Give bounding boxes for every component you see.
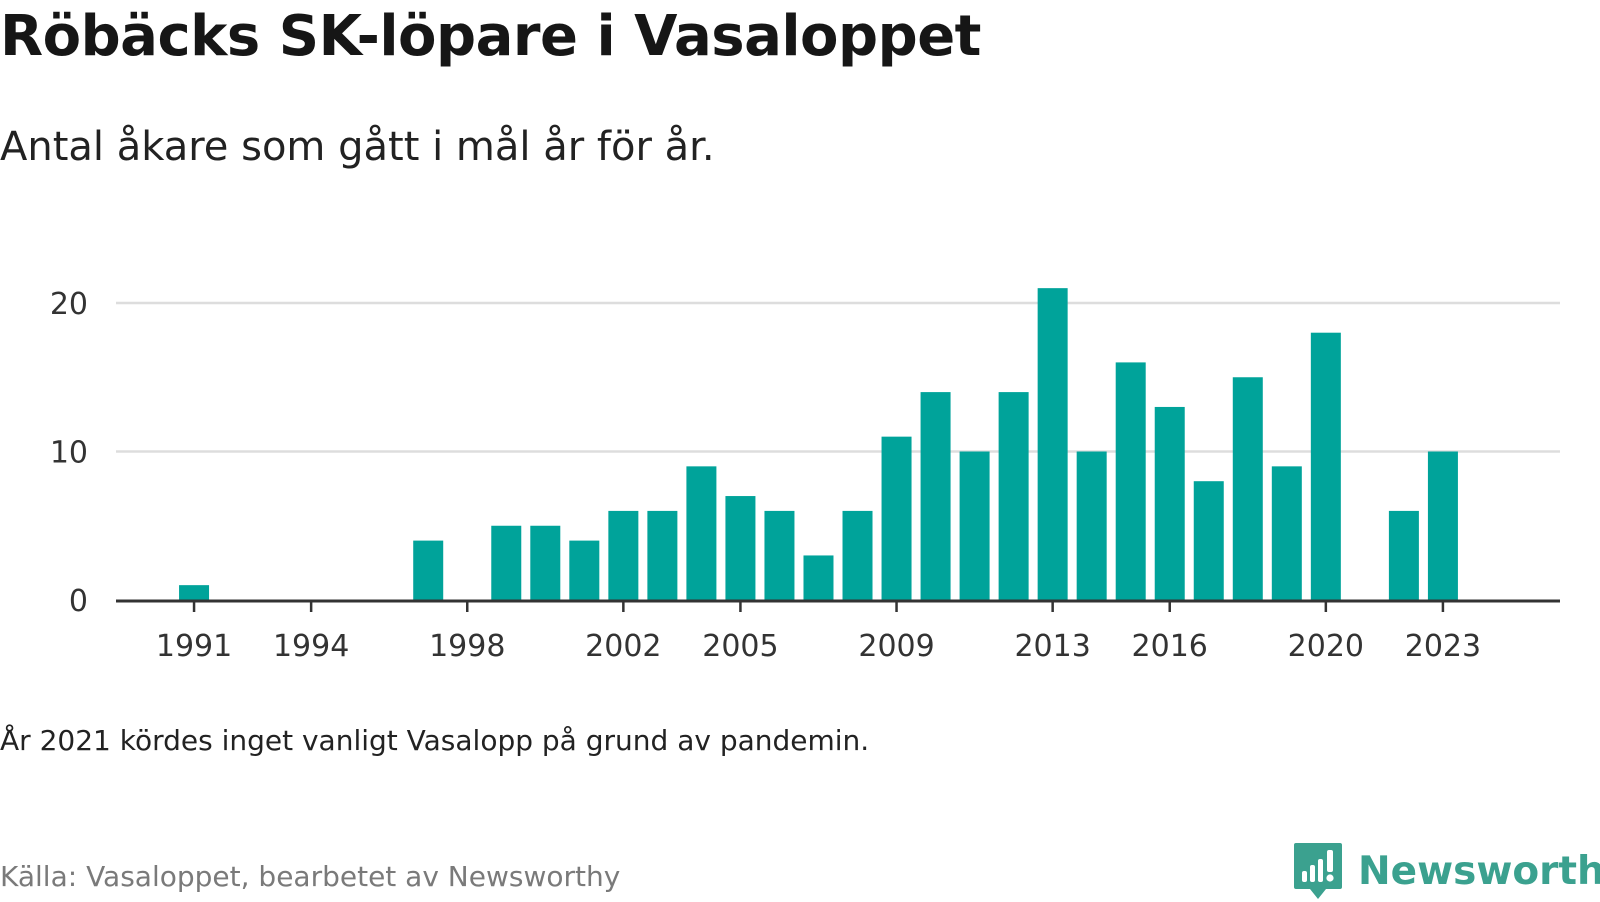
bar-chart: 0 10 20 1991 1994 1998 2002 2005 2009 2013 2016 20…	[0, 230, 1600, 680]
x-tick-label-1991: 1991	[156, 629, 232, 664]
bar-2009	[881, 436, 912, 600]
y-tick-label-10: 10	[50, 436, 88, 471]
bar-2008	[842, 510, 873, 600]
x-tick-label-2013: 2013	[1014, 629, 1090, 664]
bar-2003	[647, 510, 678, 600]
bar-2011	[959, 451, 990, 600]
chart-note: År 2021 kördes inget vanligt Vasalopp på…	[0, 724, 870, 757]
bar-2004	[686, 466, 717, 600]
newsworthy-brand-name: Newsworthy	[1358, 848, 1600, 894]
bar-1999	[491, 525, 522, 600]
gridlines	[116, 301, 1560, 453]
bar-chart-svg: 0 10 20 1991 1994 1998 2002 2005 2009 2013 2016 20…	[50, 287, 1560, 664]
bar-2006	[764, 510, 795, 600]
x-tick-label-2002: 2002	[585, 629, 661, 664]
bar-2013	[1037, 288, 1068, 600]
x-tick-label-2023: 2023	[1405, 629, 1481, 664]
bar-2007	[803, 555, 834, 600]
x-tick-label-2016: 2016	[1132, 629, 1208, 664]
chart-subtitle: Antal åkare som gått i mål år för år.	[0, 124, 715, 170]
x-tick-label-1998: 1998	[429, 629, 505, 664]
y-tick-label-0: 0	[69, 584, 88, 619]
x-tick-label-2005: 2005	[702, 629, 778, 664]
bar-2018	[1232, 377, 1263, 600]
x-axis-tick-labels: 1991 1994 1998 2002 2005 2009 2013 2016 2020 2023	[156, 629, 1481, 664]
newsworthy-brand: Newsworthy	[1292, 840, 1600, 902]
chart-title: Röbäcks SK-löpare i Vasaloppet	[0, 4, 981, 69]
bar-2012	[998, 392, 1029, 600]
bar-2010	[920, 392, 951, 600]
source-text: Källa: Vasaloppet, bearbetet av Newswort…	[0, 860, 621, 893]
bar-2000	[530, 525, 561, 600]
bar-2014	[1076, 451, 1107, 600]
x-tick-label-2020: 2020	[1288, 629, 1364, 664]
bar-2001	[569, 540, 600, 600]
bar-1997	[413, 540, 444, 600]
bar-2022	[1388, 510, 1419, 600]
bar-2015	[1115, 362, 1146, 600]
bar-1991	[179, 585, 210, 600]
x-tick-label-2009: 2009	[858, 629, 934, 664]
y-axis-tick-labels: 0 10 20	[50, 287, 88, 619]
bar-2005	[725, 496, 756, 600]
newsworthy-logo-icon	[1294, 843, 1342, 899]
bar-2017	[1193, 481, 1224, 600]
bars	[179, 288, 1458, 600]
y-tick-label-20: 20	[50, 287, 88, 322]
x-tick-label-1994: 1994	[273, 629, 349, 664]
bar-2023	[1427, 451, 1458, 600]
bar-2019	[1271, 466, 1302, 600]
bar-2016	[1154, 406, 1185, 600]
bar-2020	[1310, 332, 1341, 600]
bar-2002	[608, 510, 639, 600]
x-axis	[116, 599, 1560, 612]
